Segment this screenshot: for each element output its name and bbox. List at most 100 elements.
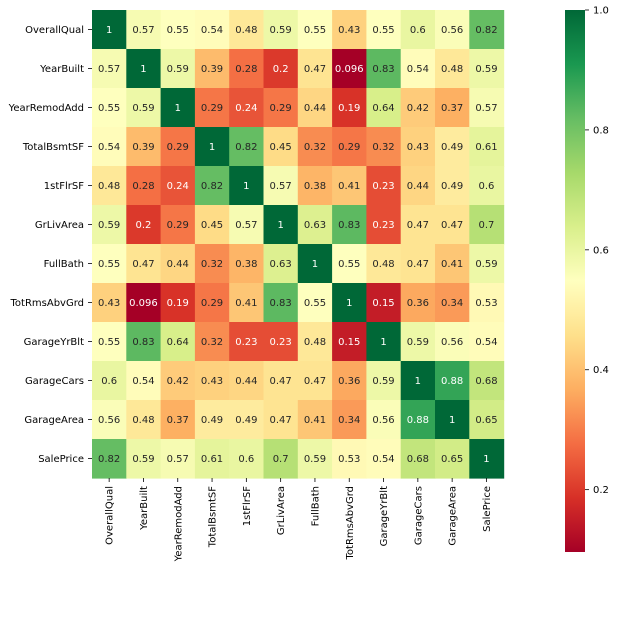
heatmap-cell xyxy=(160,166,196,206)
cell-value-label: 0.41 xyxy=(441,259,463,270)
cell-value-label: 0.38 xyxy=(235,259,257,270)
cell-value-label: 0.57 xyxy=(98,64,120,75)
cell-value-label: 0.88 xyxy=(407,415,429,426)
heatmap-cell xyxy=(263,49,299,89)
cell-value-label: 0.45 xyxy=(201,220,223,231)
cell-value-label: 0.48 xyxy=(132,415,154,426)
cell-value-label: 0.2 xyxy=(135,220,151,231)
cell-value-label: 0.47 xyxy=(407,220,429,231)
cell-value-label: 0.59 xyxy=(304,454,326,465)
heatmap-cell xyxy=(263,205,299,245)
colorbar-tick-label: 0.8 xyxy=(593,125,609,136)
heatmap-cell xyxy=(92,244,127,284)
cell-value-label: 0.19 xyxy=(338,103,360,114)
heatmap-cell xyxy=(400,88,436,128)
heatmap-cell xyxy=(297,283,333,323)
heatmap-cell xyxy=(194,361,230,401)
x-tick-label: GarageArea xyxy=(448,486,459,546)
heatmap-cell xyxy=(366,205,402,245)
heatmap-cell xyxy=(366,49,402,89)
colorbar-tick-label: 1.0 xyxy=(593,6,609,17)
cell-value-label: 0.47 xyxy=(304,376,326,387)
cell-value-label: 0.55 xyxy=(98,103,120,114)
heatmap-cell xyxy=(126,166,162,206)
heatmap-cell xyxy=(366,166,402,206)
heatmap-cell xyxy=(435,88,470,128)
x-tick-label: TotRmsAbvGrd xyxy=(345,486,356,561)
heatmap-cell xyxy=(126,322,162,362)
heatmap-cell xyxy=(160,205,196,245)
cell-value-label: 0.43 xyxy=(407,142,429,153)
cell-value-label: 0.59 xyxy=(98,220,120,231)
heatmap-cell xyxy=(400,361,436,401)
heatmap-cell xyxy=(160,88,196,128)
heatmap-cell xyxy=(469,283,505,323)
heatmap-cell xyxy=(469,400,505,440)
heatmap-cell xyxy=(194,205,230,245)
y-tick-label: GarageArea xyxy=(24,415,84,426)
cell-value-label: 0.6 xyxy=(478,181,494,192)
cell-value-label: 0.83 xyxy=(338,220,360,231)
cell-value-label: 0.47 xyxy=(407,259,429,270)
heatmap-cell xyxy=(366,400,402,440)
heatmap-cell xyxy=(400,10,436,50)
cell-value-label: 0.15 xyxy=(372,298,394,309)
heatmap-cell xyxy=(160,244,196,284)
cell-value-label: 0.44 xyxy=(167,259,189,270)
heatmap-cell xyxy=(435,283,470,323)
cell-value-label: 0.32 xyxy=(304,142,326,153)
cell-value-label: 0.57 xyxy=(270,181,292,192)
heatmap-cell xyxy=(160,127,196,167)
y-tick-label: FullBath xyxy=(44,259,84,270)
cell-value-label: 0.23 xyxy=(372,220,394,231)
heatmap-cell xyxy=(263,127,299,167)
cell-value-label: 0.39 xyxy=(201,64,223,75)
heatmap-cell xyxy=(126,400,162,440)
heatmap-cell xyxy=(229,166,265,206)
cell-value-label: 0.61 xyxy=(201,454,223,465)
cell-value-label: 0.59 xyxy=(132,103,154,114)
heatmap-cell xyxy=(366,88,402,128)
cell-value-label: 0.32 xyxy=(201,259,223,270)
cell-value-label: 1 xyxy=(243,181,249,192)
cell-value-label: 0.43 xyxy=(201,376,223,387)
x-tick-label: GarageYrBlt xyxy=(379,486,390,546)
x-tick-label: TotalBsmtSF xyxy=(208,486,219,548)
heatmap-cell xyxy=(229,88,265,128)
x-tick-label: 1stFlrSF xyxy=(242,486,253,526)
cell-value-label: 0.56 xyxy=(441,337,463,348)
heatmap-cell xyxy=(469,127,505,167)
y-tick-label: YearBuilt xyxy=(39,64,84,75)
heatmap-cell xyxy=(160,400,196,440)
cell-value-label: 0.2 xyxy=(273,64,289,75)
heatmap-cell xyxy=(126,88,162,128)
heatmap-cell xyxy=(92,10,127,50)
cell-value-label: 0.29 xyxy=(201,103,223,114)
colorbar-ticks: 0.2 0.4 0.6 0.8 1.0 xyxy=(585,6,609,496)
cell-value-label: 0.63 xyxy=(304,220,326,231)
heatmap-cell xyxy=(263,244,299,284)
cell-value-label: 0.59 xyxy=(475,259,497,270)
cell-value-label: 0.096 xyxy=(335,64,364,75)
heatmap-cell xyxy=(297,88,333,128)
cell-value-label: 0.48 xyxy=(372,259,394,270)
heatmap-cell xyxy=(92,127,127,167)
heatmap-cell xyxy=(160,361,196,401)
heatmap-cell xyxy=(400,49,436,89)
x-tick-label: YearRemodAdd xyxy=(173,486,184,562)
cell-value-label: 0.7 xyxy=(273,454,289,465)
cell-value-label: 0.57 xyxy=(167,454,189,465)
heatmap-cell xyxy=(92,400,127,440)
cell-value-label: 0.57 xyxy=(475,103,497,114)
y-tick-label: YearRemodAdd xyxy=(8,103,84,114)
heatmap-cell xyxy=(400,283,436,323)
cell-value-label: 0.34 xyxy=(441,298,463,309)
cell-value-label: 0.47 xyxy=(270,376,292,387)
cell-value-label: 0.55 xyxy=(338,259,360,270)
cell-value-label: 0.55 xyxy=(304,298,326,309)
heatmap-cell xyxy=(229,439,265,479)
heatmap-cell xyxy=(194,10,230,50)
cell-value-label: 0.41 xyxy=(304,415,326,426)
cell-value-label: 0.56 xyxy=(98,415,120,426)
heatmap-cell xyxy=(469,10,505,50)
